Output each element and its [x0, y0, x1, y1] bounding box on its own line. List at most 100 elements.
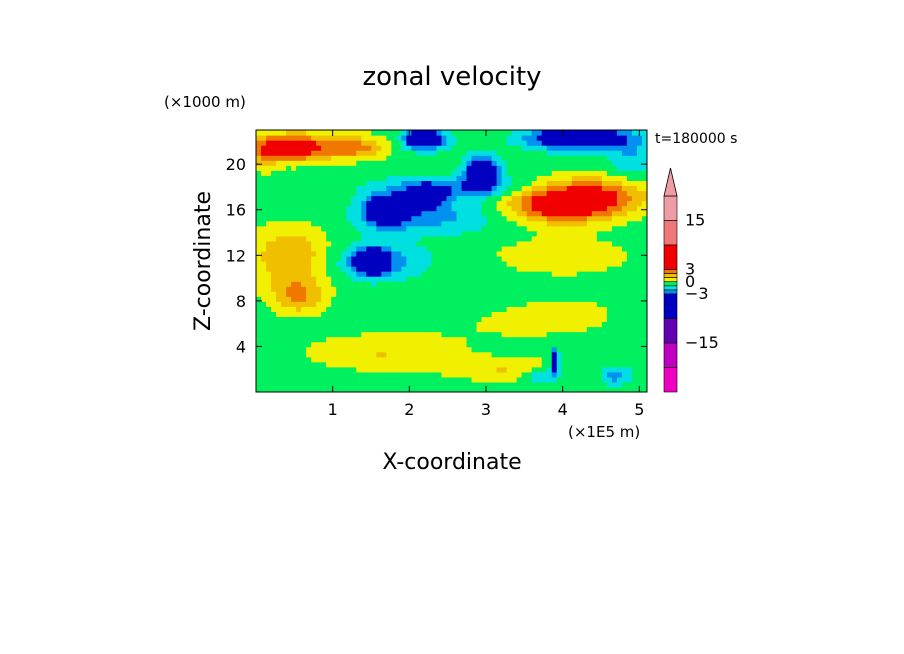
heatmap-cell — [541, 261, 548, 267]
heatmap-cell — [301, 215, 307, 222]
heatmap-cell — [271, 376, 277, 383]
heatmap-cell — [356, 150, 362, 156]
heatmap-cell — [371, 150, 377, 156]
heatmap-cell — [331, 326, 337, 333]
heatmap-cell — [371, 261, 377, 267]
heatmap-cell — [526, 266, 533, 272]
heatmap-cell — [256, 271, 262, 277]
heatmap-cell — [571, 276, 578, 282]
heatmap-cell — [316, 150, 322, 156]
heatmap-cell — [631, 180, 638, 187]
heatmap-cell — [581, 240, 588, 247]
heatmap-cell — [336, 341, 342, 348]
heatmap-cell — [431, 261, 438, 267]
heatmap-cell — [541, 326, 548, 333]
heatmap-cell — [391, 165, 397, 171]
heatmap-cell — [491, 371, 498, 378]
heatmap-cell — [471, 185, 478, 192]
heatmap-cell — [356, 255, 362, 262]
heatmap-cell — [491, 145, 498, 151]
heatmap-cell — [271, 165, 277, 171]
heatmap-cell — [306, 276, 312, 282]
heatmap-cell — [331, 341, 337, 348]
heatmap-cell — [456, 356, 463, 363]
heatmap-cell — [316, 255, 322, 262]
heatmap-cell — [486, 150, 493, 156]
y-tick-label: 8 — [236, 292, 246, 311]
heatmap-cell — [256, 301, 262, 307]
heatmap-cell — [561, 326, 568, 333]
heatmap-cell — [601, 195, 608, 202]
heatmap-cell — [561, 135, 568, 141]
heatmap-cell — [391, 255, 397, 262]
heatmap-cell — [381, 381, 387, 388]
heatmap-cell — [316, 145, 322, 151]
heatmap-cell — [366, 306, 372, 312]
heatmap-cell — [356, 271, 362, 277]
heatmap-cell — [481, 215, 488, 222]
heatmap-cell — [416, 240, 423, 247]
heatmap-cell — [576, 301, 583, 307]
heatmap-cell — [351, 235, 357, 242]
heatmap-cell — [596, 386, 603, 392]
heatmap-cell — [381, 281, 387, 287]
heatmap-cell — [266, 321, 272, 328]
heatmap-cell — [401, 205, 407, 212]
heatmap-cell — [586, 205, 593, 212]
heatmap-cell — [286, 215, 292, 222]
heatmap-cell — [506, 210, 513, 217]
heatmap-cell — [421, 255, 428, 262]
heatmap-cell — [421, 205, 428, 212]
heatmap-cell — [331, 195, 337, 202]
heatmap-cell — [571, 145, 578, 151]
heatmap-cell — [471, 306, 478, 312]
heatmap-cell — [441, 240, 448, 247]
heatmap-cell — [296, 341, 302, 348]
heatmap-cell — [291, 130, 297, 136]
heatmap-cell — [566, 190, 573, 197]
heatmap-cell — [316, 235, 322, 242]
heatmap-cell — [506, 145, 513, 151]
heatmap-cell — [366, 366, 372, 373]
heatmap-cell — [391, 230, 397, 237]
heatmap-cell — [491, 150, 498, 156]
heatmap-cell — [481, 346, 488, 353]
heatmap-cell — [586, 155, 593, 161]
heatmap-cell — [371, 326, 377, 333]
heatmap-cell — [401, 230, 407, 237]
heatmap-cell — [261, 316, 267, 323]
heatmap-cell — [546, 170, 553, 176]
heatmap-cell — [356, 160, 362, 166]
heatmap-cell — [341, 220, 347, 227]
y-tick-label: 20 — [226, 155, 246, 174]
heatmap-cell — [381, 371, 387, 378]
heatmap-cell — [416, 185, 423, 192]
heatmap-cell — [626, 175, 633, 181]
heatmap-cell — [376, 271, 382, 277]
heatmap-cell — [446, 321, 453, 328]
heatmap-cell — [281, 376, 287, 383]
heatmap-cell — [496, 361, 503, 368]
heatmap-cell — [526, 311, 533, 318]
heatmap-cell — [391, 271, 397, 277]
heatmap-cell — [621, 286, 628, 292]
heatmap-cell — [481, 160, 488, 166]
heatmap-cell — [356, 371, 362, 378]
heatmap-cell — [321, 361, 327, 368]
heatmap-cell — [471, 130, 478, 136]
heatmap-cell — [536, 261, 543, 267]
heatmap-cell — [601, 291, 608, 297]
heatmap-cell — [466, 261, 473, 267]
heatmap-cell — [286, 245, 292, 252]
heatmap-cell — [336, 225, 342, 232]
heatmap-cell — [476, 271, 483, 277]
heatmap-cell — [486, 245, 493, 252]
heatmap-cell — [621, 271, 628, 277]
heatmap-cell — [351, 361, 357, 368]
heatmap-cell — [276, 155, 282, 161]
heatmap-cell — [606, 276, 613, 282]
heatmap-cell — [266, 281, 272, 287]
heatmap-cell — [596, 346, 603, 353]
heatmap-cell — [586, 286, 593, 292]
heatmap-cell — [486, 230, 493, 237]
